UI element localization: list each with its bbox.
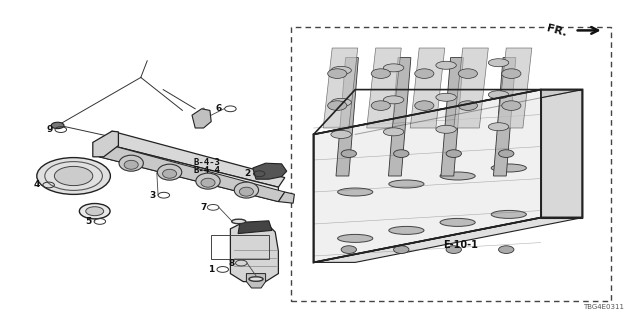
Circle shape [502,101,521,110]
Circle shape [446,246,461,253]
Polygon shape [314,90,582,134]
Ellipse shape [388,227,424,234]
Ellipse shape [388,180,424,188]
Ellipse shape [249,277,263,281]
Polygon shape [314,90,541,262]
Ellipse shape [488,91,509,99]
Text: E-10-1: E-10-1 [444,240,478,250]
Polygon shape [410,48,445,128]
Ellipse shape [119,155,143,171]
Ellipse shape [163,169,177,178]
Ellipse shape [440,218,475,227]
Circle shape [458,69,477,78]
Ellipse shape [201,178,215,187]
Ellipse shape [157,164,182,180]
Polygon shape [367,48,401,128]
Polygon shape [541,90,582,218]
Polygon shape [441,58,463,176]
Circle shape [499,150,514,157]
Circle shape [458,101,477,110]
Circle shape [394,246,409,253]
Ellipse shape [124,160,138,169]
Ellipse shape [492,164,526,172]
Ellipse shape [234,182,259,198]
Ellipse shape [338,188,373,196]
Ellipse shape [239,187,253,196]
Circle shape [502,69,521,78]
Text: FR.: FR. [546,23,568,38]
Circle shape [394,150,409,157]
Ellipse shape [436,93,456,101]
Ellipse shape [196,173,220,189]
Ellipse shape [436,125,456,133]
Circle shape [415,101,434,110]
Text: 9: 9 [46,125,52,134]
Ellipse shape [331,98,351,106]
Circle shape [499,246,514,253]
Circle shape [328,69,347,78]
Ellipse shape [86,207,104,216]
Ellipse shape [54,166,93,186]
Polygon shape [388,58,411,176]
Polygon shape [99,131,285,187]
Ellipse shape [488,123,509,131]
Circle shape [371,101,390,110]
Ellipse shape [383,96,404,104]
Polygon shape [323,48,358,128]
Polygon shape [246,274,266,288]
Text: 3: 3 [149,191,156,200]
Text: 4: 4 [34,180,40,189]
Circle shape [415,69,434,78]
Bar [211,235,269,259]
Polygon shape [278,192,294,203]
Ellipse shape [440,172,475,180]
Polygon shape [454,48,488,128]
Polygon shape [230,222,278,282]
Text: B-4-3: B-4-3 [193,158,220,167]
Text: 6: 6 [216,104,222,113]
Polygon shape [192,109,211,128]
Circle shape [51,122,64,129]
Circle shape [341,246,356,253]
Bar [291,27,611,301]
Ellipse shape [331,130,351,138]
Circle shape [328,101,347,110]
Ellipse shape [331,66,351,74]
Circle shape [446,150,461,157]
Polygon shape [99,142,278,202]
Text: 1: 1 [208,265,214,274]
Text: TBG4E0311: TBG4E0311 [583,304,624,310]
Text: 2: 2 [244,169,251,178]
Ellipse shape [436,61,456,69]
Ellipse shape [232,219,246,224]
Ellipse shape [37,157,111,194]
Polygon shape [336,58,358,176]
Text: 5: 5 [85,217,92,226]
Ellipse shape [338,234,373,243]
Polygon shape [99,146,285,202]
Polygon shape [497,48,532,128]
Circle shape [341,150,356,157]
Polygon shape [93,131,118,157]
Text: B-4-4: B-4-4 [193,166,220,175]
Polygon shape [238,221,272,234]
Polygon shape [314,218,582,262]
Polygon shape [493,58,516,176]
Ellipse shape [488,59,509,67]
Ellipse shape [383,128,404,136]
Polygon shape [253,163,287,179]
Ellipse shape [79,204,110,219]
Text: 8: 8 [228,259,235,268]
Text: 7: 7 [200,203,207,212]
Ellipse shape [383,64,404,72]
Ellipse shape [492,211,526,218]
Circle shape [371,69,390,78]
